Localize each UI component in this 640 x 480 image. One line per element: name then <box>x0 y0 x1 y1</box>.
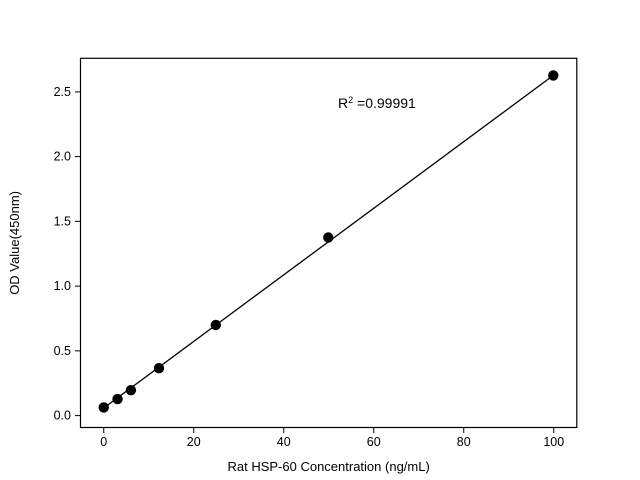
svg-text:40: 40 <box>277 435 291 449</box>
svg-text:80: 80 <box>457 435 471 449</box>
svg-text:0.0: 0.0 <box>54 409 71 423</box>
svg-text:0: 0 <box>100 435 107 449</box>
svg-text:1.5: 1.5 <box>54 214 71 228</box>
svg-text:OD Value(450nm): OD Value(450nm) <box>7 191 22 295</box>
svg-text:2.5: 2.5 <box>54 85 71 99</box>
svg-text:R2 =0.99991: R2 =0.99991 <box>338 95 416 111</box>
svg-text:1.0: 1.0 <box>54 279 71 293</box>
svg-text:0.5: 0.5 <box>54 344 71 358</box>
svg-text:20: 20 <box>187 435 201 449</box>
svg-text:60: 60 <box>367 435 381 449</box>
svg-text:100: 100 <box>543 435 564 449</box>
svg-text:2.0: 2.0 <box>54 150 71 164</box>
svg-text:Rat HSP-60 Concentration (ng/m: Rat HSP-60 Concentration (ng/mL) <box>227 459 429 474</box>
